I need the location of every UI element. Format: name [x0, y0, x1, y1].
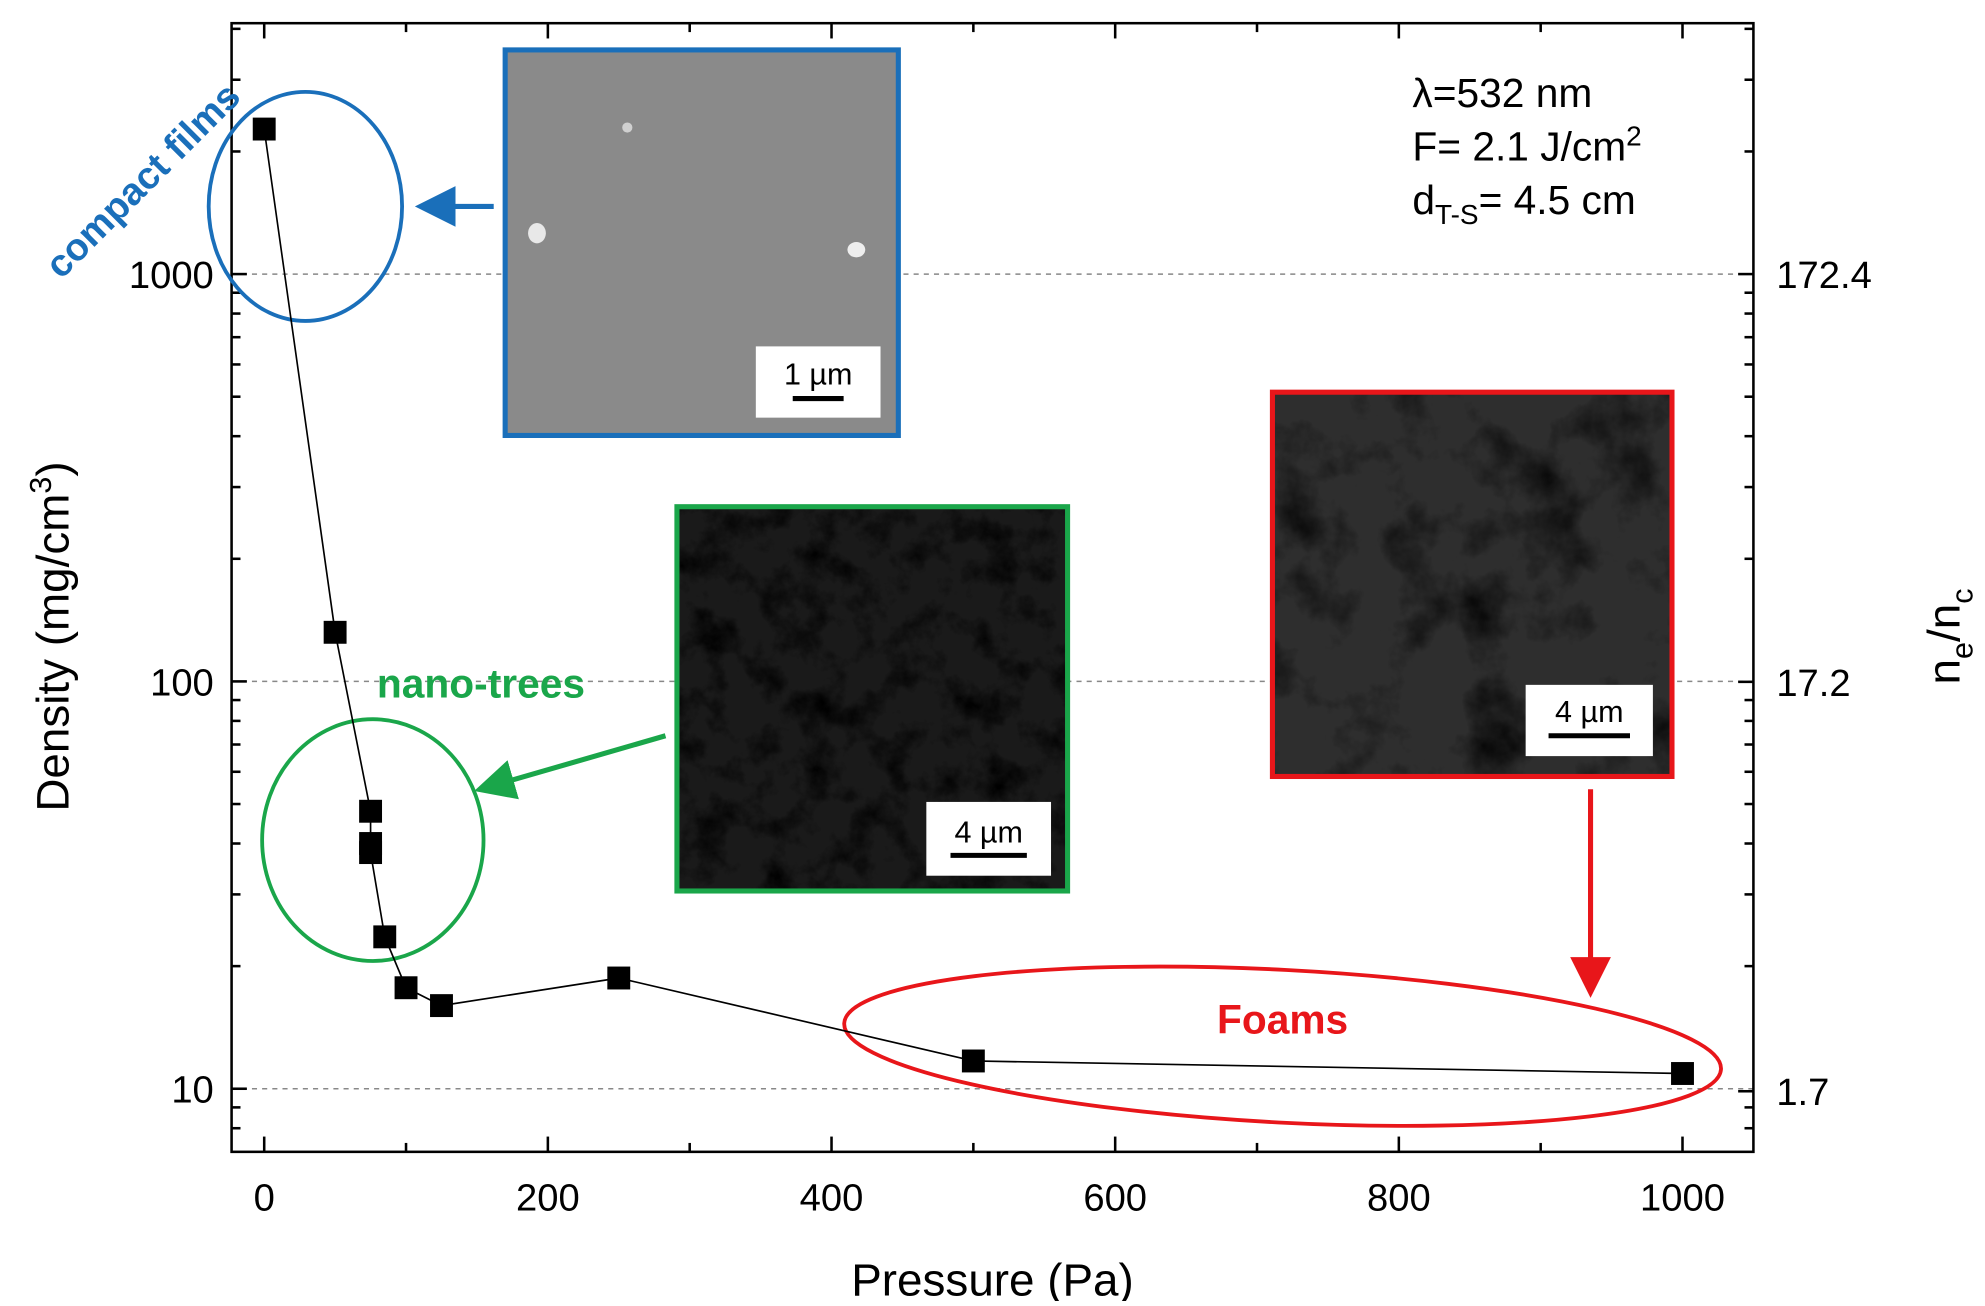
scale-label: 4 µm: [1555, 695, 1623, 729]
annotation: nano-trees: [377, 661, 585, 707]
superscript: 3: [24, 477, 58, 494]
x-tick-label: 800: [1367, 1176, 1431, 1219]
data-point: [395, 976, 418, 999]
particle: [622, 122, 632, 132]
particle: [528, 223, 546, 243]
y2-tick-label: 17.2: [1776, 662, 1850, 705]
y2-axis-label: ne/nc: [1919, 589, 1980, 685]
label-text: ): [28, 461, 79, 476]
highlight-ellipse: [209, 92, 402, 321]
subscript: c: [1945, 589, 1979, 604]
x-tick-label: 200: [516, 1176, 580, 1219]
condition-text: = 4.5 cm: [1479, 177, 1636, 223]
particle: [847, 242, 865, 257]
arrow: [494, 736, 666, 786]
x-tick-label: 0: [254, 1176, 275, 1219]
data-point: [324, 621, 347, 644]
x-axis-label: Pressure (Pa): [851, 1255, 1134, 1301]
y-tick-label: 10: [171, 1069, 213, 1112]
scale-label: 4 µm: [954, 816, 1022, 850]
inset-nanotrees: 4 µm: [677, 507, 1068, 891]
condition-text: F= 2.1 J/cm: [1412, 124, 1626, 170]
condition-text: d: [1412, 177, 1435, 223]
y2-tick-label: 1.7: [1776, 1071, 1829, 1114]
condition: λ=532 nm: [1412, 70, 1592, 116]
y-tick-label: 100: [150, 661, 214, 704]
label-text: Density (mg/cm: [28, 494, 79, 812]
data-point: [359, 800, 382, 823]
scale-label: 1 µm: [784, 358, 852, 392]
condition: dT-S= 4.5 cm: [1412, 177, 1635, 230]
subscript: e: [1945, 642, 1979, 659]
x-tick-label: 600: [1083, 1176, 1147, 1219]
label-text: n: [1919, 659, 1970, 684]
subscript: T-S: [1435, 199, 1479, 230]
inset-foams: 4 µm: [1272, 392, 1672, 776]
data-point: [962, 1050, 985, 1073]
x-tick-label: 400: [800, 1176, 864, 1219]
condition-text: λ=532 nm: [1412, 70, 1592, 116]
data-point: [253, 118, 276, 141]
y2-tick-label: 172.4: [1776, 254, 1871, 297]
condition: F= 2.1 J/cm2: [1412, 120, 1641, 169]
y-axis-label: Density (mg/cm3): [24, 461, 79, 811]
x-tick-label: 1000: [1640, 1176, 1725, 1219]
data-point: [607, 967, 630, 990]
inset-compact: 1 µm: [505, 50, 898, 436]
page: 0 200 400 600 800 1000 10 100 1000 1.7 17.2 172.4 1…: [0, 0, 1985, 1306]
superscript: 2: [1626, 120, 1642, 151]
label-text: /n: [1919, 604, 1970, 642]
chart: 0 200 400 600 800 1000 10 100 1000 1.7 17.2 172.4 1…: [0, 0, 1985, 1301]
data-point: [430, 994, 453, 1017]
data-point: [373, 925, 396, 948]
annotation: Foams: [1217, 997, 1348, 1043]
data-point: [359, 841, 382, 864]
data-point: [1671, 1062, 1694, 1085]
y-tick-label: 1000: [129, 254, 214, 297]
